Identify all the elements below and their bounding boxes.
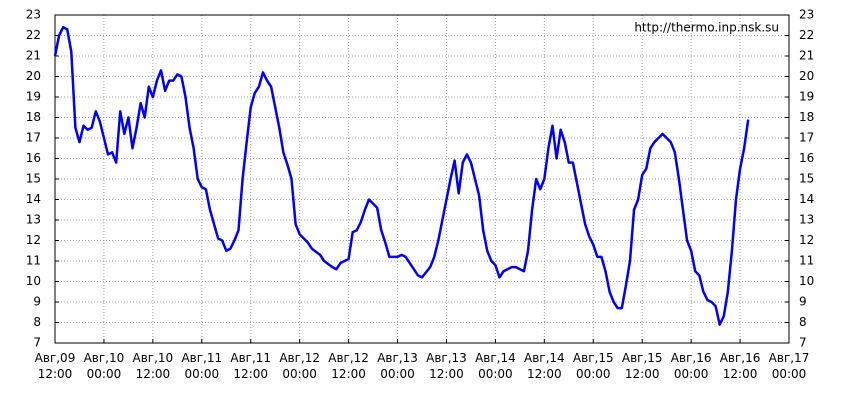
y-tick-label: 12 (26, 233, 41, 247)
y-tick-label: 16 (26, 151, 41, 165)
y-tick-label-right: 18 (799, 110, 814, 124)
y-tick-label-right: 23 (799, 8, 814, 22)
y-tick-label-right: 20 (799, 69, 814, 83)
y-tick-label: 7 (33, 336, 41, 350)
x-tick-label: Авг,12 00:00 (279, 351, 320, 381)
y-tick-label: 15 (26, 172, 41, 186)
y-tick-label-right: 17 (799, 131, 814, 145)
x-tick-label: Авг,12 12:00 (328, 351, 369, 381)
x-tick-label: Авг,11 12:00 (230, 351, 271, 381)
y-tick-label: 17 (26, 131, 41, 145)
y-tick-label: 11 (26, 254, 41, 268)
y-tick-label: 21 (26, 49, 41, 63)
y-tick-label-right: 14 (799, 192, 814, 206)
x-tick-label: Авг,10 12:00 (133, 351, 174, 381)
y-tick-label: 9 (33, 295, 41, 309)
plot-frame (54, 14, 790, 344)
y-tick-label-right: 12 (799, 233, 814, 247)
y-tick-label: 22 (26, 28, 41, 42)
y-tick-label: 14 (26, 192, 41, 206)
temperature-line (53, 26, 750, 326)
x-tick-label: Авг,16 00:00 (671, 351, 712, 381)
y-tick-label: 10 (26, 274, 41, 288)
y-tick-label-right: 11 (799, 254, 814, 268)
x-tick-label: Авг,14 00:00 (475, 351, 516, 381)
y-tick-label-right: 8 (799, 315, 807, 329)
x-tick-label: Авг,11 00:00 (181, 351, 222, 381)
y-tick-label-right: 22 (799, 28, 814, 42)
source-annotation: http://thermo.inp.nsk.su (634, 21, 779, 35)
x-tick-label: Авг,16 12:00 (720, 351, 761, 381)
x-tick-label: Авг,13 00:00 (377, 351, 418, 381)
x-tick-label: Авг,14 12:00 (524, 351, 565, 381)
y-tick-label: 23 (26, 8, 41, 22)
x-tick-label: Авг,17 00:00 (769, 351, 810, 381)
y-tick-label: 13 (26, 213, 41, 227)
y-tick-label-right: 7 (799, 336, 807, 350)
y-tick-label-right: 15 (799, 172, 814, 186)
y-tick-label-right: 10 (799, 274, 814, 288)
y-tick-label-right: 19 (799, 90, 814, 104)
y-tick-label: 19 (26, 90, 41, 104)
x-tick-label: Авг,10 00:00 (84, 351, 125, 381)
x-tick-label: Авг,15 12:00 (622, 351, 663, 381)
y-tick-label-right: 9 (799, 295, 807, 309)
x-tick-label: Авг,15 00:00 (573, 351, 614, 381)
x-tick-label: Авг,13 12:00 (426, 351, 467, 381)
y-tick-label: 8 (33, 315, 41, 329)
y-tick-label-right: 21 (799, 49, 814, 63)
y-tick-label: 18 (26, 110, 41, 124)
y-tick-label-right: 16 (799, 151, 814, 165)
y-tick-label: 20 (26, 69, 41, 83)
y-tick-label-right: 13 (799, 213, 814, 227)
x-tick-label: Авг,09 12:00 (35, 351, 76, 381)
